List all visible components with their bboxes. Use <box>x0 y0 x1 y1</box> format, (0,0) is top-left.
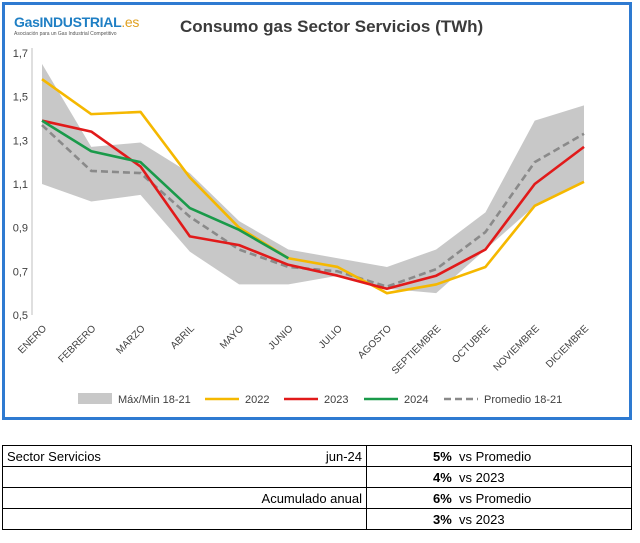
series-line-2022 <box>41 78 585 295</box>
y-tick-label: 1,5 <box>13 92 28 104</box>
x-tick-label: SEPTIEMBRE <box>390 323 444 377</box>
pct-cell: 3% vs 2023 <box>366 508 632 530</box>
pct-cell: 5% vs Promedio <box>366 445 632 467</box>
legend-label: 2024 <box>404 394 428 406</box>
pct-value: 6% <box>433 490 452 506</box>
x-tick-label: MARZO <box>114 323 147 356</box>
pct-value: 5% <box>433 448 452 464</box>
pct-cell: 6% vs Promedio <box>366 487 632 509</box>
sector-cell: Sector Servicios jun-24 <box>2 445 367 467</box>
pct-text: vs Promedio <box>459 448 532 464</box>
x-tick-label: AGOSTO <box>356 323 394 361</box>
y-tick-label: 0,7 <box>13 266 28 278</box>
empty-cell <box>2 508 367 530</box>
x-tick-label: ABRIL <box>169 323 198 352</box>
empty-cell <box>2 466 367 488</box>
x-tick-label: NOVIEMBRE <box>492 323 542 373</box>
cumulative-label: Acumulado anual <box>261 490 362 506</box>
logo-name: GasINDUSTRIAL <box>14 14 122 30</box>
y-tick-label: 1,1 <box>13 179 28 191</box>
x-tick-label: MAYO <box>218 323 246 351</box>
table-row: Acumulado anual 6% vs Promedio <box>2 487 632 509</box>
y-tick-label: 1,7 <box>13 48 28 60</box>
x-tick-label: FEBRERO <box>56 323 98 365</box>
series-line-2024 <box>41 119 290 260</box>
range-band <box>42 63 584 294</box>
summary-table: Sector Servicios jun-24 5% vs Promedio 4… <box>2 445 632 530</box>
x-tick-label: ENERO <box>16 323 49 356</box>
legend-label: 2022 <box>245 394 269 406</box>
pct-value: 4% <box>433 469 452 485</box>
table-row: 4% vs 2023 <box>2 466 632 488</box>
x-tick-label: JUNIO <box>266 323 295 352</box>
pct-cell: 4% vs 2023 <box>366 466 632 488</box>
legend-label: Promedio 18-21 <box>484 394 562 406</box>
line-chart: 0,5 0,7 0,9 1,1 1,3 1,5 1,7 ENERO FEBRERO MARZO AB… <box>13 48 591 406</box>
y-tick-label: 1,3 <box>13 135 28 147</box>
pct-text: vs 2023 <box>459 469 505 485</box>
x-tick-label: OCTUBRE <box>450 323 493 366</box>
period-label: jun-24 <box>325 448 362 464</box>
table-row: Sector Servicios jun-24 5% vs Promedio <box>2 445 632 467</box>
logo-tld: .es <box>121 14 140 30</box>
series-line-promedio-18-21 <box>41 124 585 288</box>
pct-text: vs 2023 <box>459 511 505 527</box>
x-tick-label: DICIEMBRE <box>544 323 591 370</box>
pct-value: 3% <box>433 511 452 527</box>
chart-title: Consumo gas Sector Servicios (TWh) <box>180 17 484 36</box>
x-tick-label: JULIO <box>317 323 345 351</box>
pct-text: vs Promedio <box>459 490 532 506</box>
cumulative-cell: Acumulado anual <box>2 487 367 509</box>
sector-label: Sector Servicios <box>7 448 101 464</box>
y-tick-label: 0,5 <box>13 310 28 322</box>
y-tick-label: 0,9 <box>13 223 28 235</box>
legend-label: Máx/Min 18-21 <box>118 394 191 406</box>
logo-tagline: Asociación para un Gas Industrial Compet… <box>14 31 117 37</box>
table-row: 3% vs 2023 <box>2 508 632 530</box>
gasindustrial-logo: GasINDUSTRIAL.es Asociación para un Gas … <box>14 14 139 37</box>
legend-swatch <box>78 393 112 404</box>
legend-label: 2023 <box>324 394 348 406</box>
